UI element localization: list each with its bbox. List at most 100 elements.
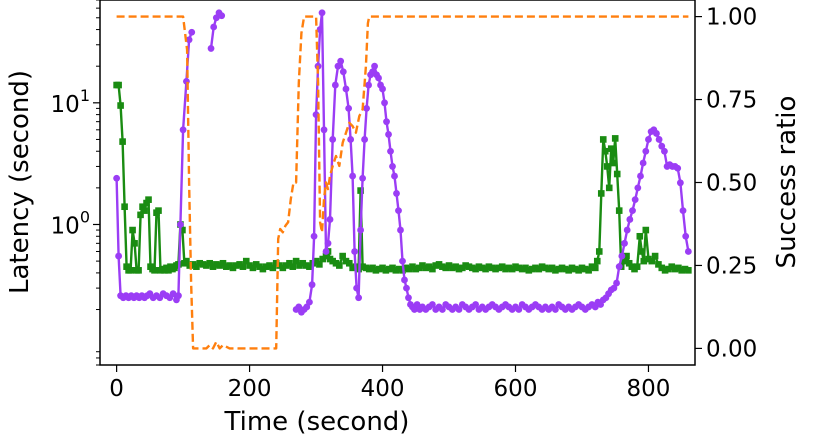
- series-0-point: [372, 267, 380, 274]
- x-tick-label: 0: [109, 376, 124, 402]
- series-0-point: [685, 267, 692, 274]
- right-tick-label: 0.75: [706, 88, 757, 114]
- series-0-point: [572, 265, 579, 273]
- series-0-point: [302, 262, 310, 269]
- series-0-point: [405, 265, 413, 273]
- series-1-point: [642, 147, 650, 155]
- series-1-point: [379, 85, 386, 93]
- series-1-point: [615, 263, 623, 271]
- x-tick-label: 400: [361, 376, 405, 402]
- series-0-point: [249, 264, 257, 272]
- series-0-point: [336, 262, 343, 269]
- series-1-point: [371, 62, 378, 70]
- series-0-point: [475, 263, 483, 270]
- series-0-point: [449, 264, 456, 272]
- series-0-point: [346, 259, 353, 267]
- series-0-point: [607, 145, 615, 152]
- series-1-point: [679, 207, 687, 215]
- series-0-point: [203, 262, 210, 269]
- series-1-point: [411, 306, 418, 313]
- series-0-point: [661, 267, 669, 274]
- x-tick-label: 600: [494, 376, 538, 402]
- series-1-point: [629, 207, 636, 215]
- series-0-point: [286, 259, 293, 267]
- series-0-point: [525, 267, 533, 274]
- series-0-point: [472, 265, 479, 273]
- series-1-point: [322, 248, 330, 255]
- series-0-point: [665, 265, 672, 273]
- series-0-point: [236, 261, 243, 268]
- x-axis-title: Time (second): [224, 407, 410, 437]
- series-0-point: [375, 265, 383, 273]
- series-0-point: [593, 257, 601, 265]
- series-0-point: [206, 259, 213, 267]
- series-1-point: [645, 136, 652, 143]
- series-0-point: [266, 262, 273, 269]
- right-tick-label: 0.00: [706, 336, 757, 362]
- series-0-point: [165, 267, 172, 274]
- series-0-point: [568, 264, 576, 272]
- series-0-point: [442, 264, 449, 272]
- series-1-point: [342, 85, 350, 93]
- series-0-point: [127, 267, 134, 274]
- series-1-point: [395, 207, 402, 215]
- series-0-point: [545, 265, 553, 273]
- series-0-point: [232, 262, 240, 269]
- series-0-point: [415, 264, 423, 272]
- series-1-point: [621, 239, 628, 247]
- series-0-point: [645, 255, 652, 263]
- series-0-point: [359, 263, 366, 270]
- series-1-point: [334, 62, 342, 70]
- series-0-point: [306, 263, 313, 270]
- series-0-point: [459, 264, 466, 272]
- series-1-point: [359, 174, 366, 182]
- series-0-point: [183, 257, 190, 265]
- series-0-point: [555, 265, 563, 273]
- series-0-point: [658, 264, 666, 272]
- series-0-point: [389, 264, 396, 272]
- series-0-point: [445, 262, 453, 269]
- series-0-point: [588, 263, 596, 270]
- series-0-point: [429, 265, 436, 273]
- series-1-point: [405, 294, 412, 302]
- series-0-point: [522, 264, 529, 272]
- series-1-point: [637, 172, 644, 180]
- series-0-point: [625, 259, 633, 267]
- series-0-point: [279, 264, 287, 272]
- series-0-point: [141, 207, 148, 214]
- series-1-point: [210, 23, 218, 31]
- series-1-point: [623, 226, 631, 234]
- series-1-point: [387, 147, 394, 155]
- left-axis-title: Latency (second): [5, 70, 35, 294]
- series-1-point: [653, 130, 660, 137]
- right-axis-title: Success ratio: [772, 96, 802, 269]
- series-1-point: [684, 248, 692, 255]
- series-0-point: [145, 196, 152, 203]
- series-0-point: [395, 265, 403, 273]
- series-0-point: [385, 265, 393, 273]
- series-0-point: [135, 267, 142, 274]
- series-0-point: [542, 264, 549, 272]
- series-0-point: [332, 259, 340, 267]
- series-0-point: [412, 265, 420, 273]
- series-0-point: [578, 264, 586, 272]
- x-tick-label: 800: [627, 376, 671, 402]
- series-0-point: [648, 257, 656, 265]
- series-0-point: [671, 265, 679, 273]
- series-1-point: [175, 292, 182, 300]
- series-0-point: [139, 203, 146, 211]
- series-0-point: [575, 267, 582, 274]
- series-0-point: [216, 262, 223, 269]
- right-tick-label: 0.25: [706, 253, 757, 279]
- series-1-point: [361, 136, 368, 143]
- series-0-point: [558, 264, 566, 272]
- series-1-point: [179, 126, 187, 134]
- series-0-point: [595, 248, 603, 255]
- series-1-point: [613, 279, 620, 287]
- series-1-point: [385, 131, 392, 138]
- left-tick-label: 100: [51, 207, 90, 239]
- series-1-point: [115, 252, 123, 260]
- series-1-point: [515, 306, 523, 313]
